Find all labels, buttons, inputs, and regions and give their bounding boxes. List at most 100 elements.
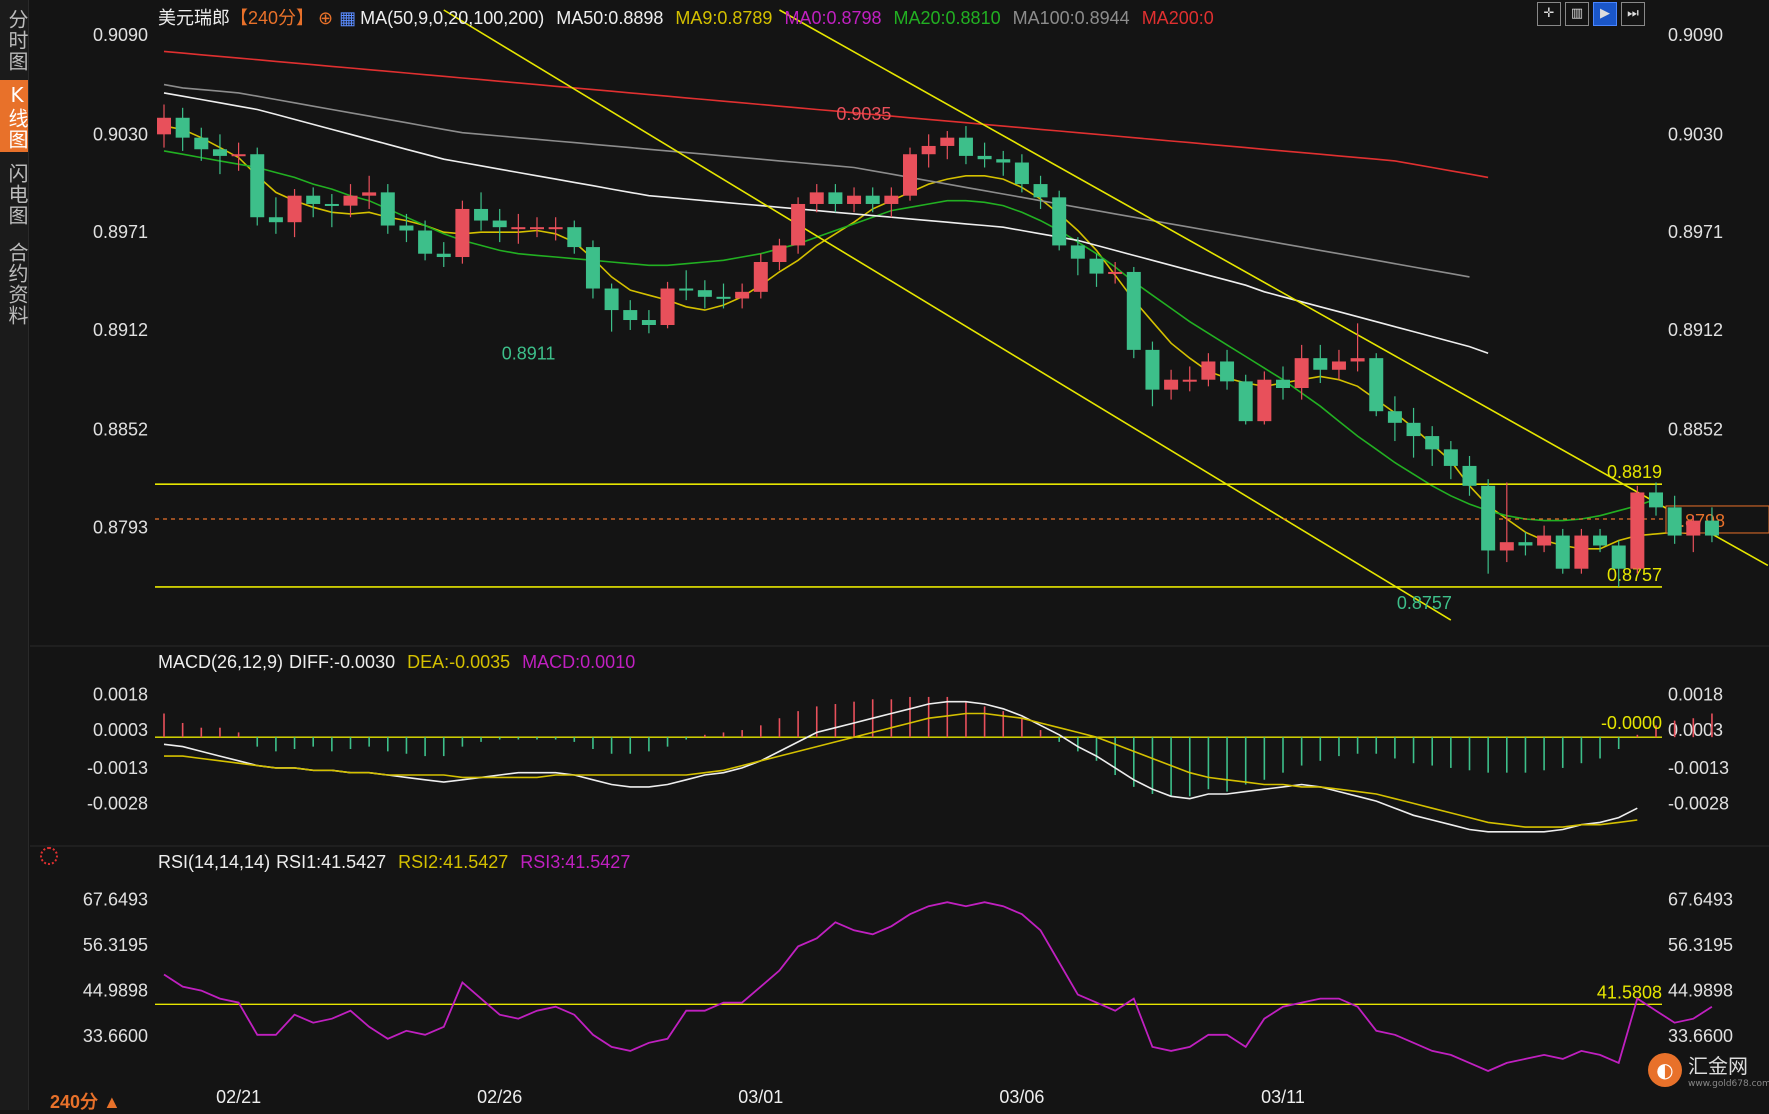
macd-dea: DEA:-0.0035 [407,652,511,672]
ma50-value: MA50:0.8898 [556,8,664,28]
candle-body [1182,379,1197,382]
tab-candlestick[interactable]: K线图 [0,80,29,152]
play-icon[interactable]: ▶ [1593,2,1617,26]
price-axis-tick-left: 0.8793 [93,517,148,537]
price-axis-tick-right: 0.8971 [1668,222,1723,242]
rsi-axis-tick-left: 67.6493 [83,890,148,910]
macd-axis-tick-left: 0.0018 [93,685,148,705]
candle-body [623,310,638,321]
candle-body [194,137,209,150]
current-price-box [1665,505,1769,534]
indicator-icon[interactable]: ▦ [339,8,357,28]
candle-body [660,288,675,325]
crosshair-icon[interactable]: ✛ [1537,2,1561,26]
candle-body [1406,422,1421,437]
candle-body [1704,520,1719,536]
candle-body [492,220,507,228]
rsi-label: RSI(14,14,14) [158,852,271,872]
rsi-axis-tick-right: 67.6493 [1668,890,1733,910]
macd-current-label: -0.0000 [1601,713,1662,733]
x-axis-tick: 03/01 [738,1087,783,1107]
candle-body [1350,358,1365,362]
candle-body [380,192,395,226]
chart-toolbar: ✛ ▥ ▶ ⏭ [1537,2,1645,26]
candle-body [958,137,973,156]
price-axis-tick-left: 0.9090 [93,25,148,45]
candle-body [1294,358,1309,388]
candle-body [828,192,843,204]
candle-body [1574,535,1589,569]
candle-body [604,288,619,311]
rsi-legend: RSI(14,14,14) RSI1:41.5427 RSI2:41.5427 RSI… [158,852,642,873]
candle-body [1425,436,1440,450]
candle-body [884,195,899,204]
candle-body [1481,485,1496,551]
ma-label: MA(50,9,0,20,100,200) [360,8,545,28]
candle-body [996,159,1011,163]
rsi-axis-tick-right: 44.9898 [1668,981,1733,1001]
price-axis-tick-right: 0.9030 [1668,124,1723,144]
period-selector[interactable]: 240分 ▲ [50,1092,121,1112]
candle-body [735,291,750,299]
candle-body [1387,411,1402,423]
candle-body [530,227,544,230]
tab-tick[interactable]: 闪电图 [5,162,29,226]
candle-body [362,192,377,196]
candle-body [1052,197,1067,246]
candle-body [1630,492,1645,569]
candle-body [436,253,451,258]
watermark-name: 汇金网 [1688,1056,1748,1078]
rsi-axis-tick-left: 56.3195 [83,935,148,955]
candle-body [1649,492,1663,508]
candle-body [1593,535,1608,546]
candle-body [679,288,694,291]
forward-icon[interactable]: ⏭ [1621,2,1645,26]
candle-body [418,230,433,254]
candle-body [1331,361,1346,370]
trendline [779,9,1769,567]
bar-chart-icon[interactable]: ▥ [1565,2,1589,26]
candle-body [809,192,824,204]
candle-body [1667,507,1682,536]
macd-axis-tick-left: -0.0028 [87,793,148,813]
price-axis-tick-left: 0.9030 [93,124,148,144]
macd-axis-tick-right: -0.0028 [1668,793,1729,813]
candle-body [1257,379,1272,422]
candle-body [231,154,246,157]
candle-body [1443,449,1458,466]
candle-body [1220,361,1235,382]
ma-line-ma200 [163,50,1489,179]
candle-body [175,117,190,138]
candle-body [847,195,862,204]
ma-line-ma20 [163,150,1657,522]
candle-body [1369,358,1384,412]
candle-body [1611,545,1626,569]
candle-body [343,195,358,206]
macd-axis-tick-right: 0.0003 [1668,720,1723,740]
tab-time-sharing[interactable]: 分时图 [5,8,29,72]
ma9-value: MA9:0.8789 [675,8,773,28]
price-legend: 美元瑞郎【240分】 ⊕ ▦ MA(50,9,0,20,100,200) MA50:0.… [158,4,1226,30]
candle-body [1108,271,1123,274]
rsi1-value: RSI1:41.5427 [276,852,387,872]
crosshair-icon[interactable]: ⊕ [318,8,334,28]
candle-body [940,137,955,146]
rsi-level-label: 41.5808 [1597,982,1662,1002]
rsi-axis-tick-left: 44.9898 [83,981,148,1001]
candle-body [1313,358,1328,370]
rsi3-value: RSI3:41.5427 [520,852,631,872]
candle-body [585,247,600,289]
period-label[interactable]: 【240分】 [230,8,315,28]
rsi-axis-tick-left: 33.6600 [83,1026,148,1046]
candle-body [1462,465,1477,486]
tab-contract-info[interactable]: 合约资料 [5,242,29,326]
annotation-low: 0.8757 [1397,593,1452,613]
candle-body [1537,535,1552,546]
macd-axis-tick-left: 0.0003 [93,720,148,740]
candle-body [791,203,806,246]
ma20-value: MA20:0.8810 [893,8,1001,28]
candle-body [1686,520,1701,536]
settings-icon[interactable] [40,847,58,865]
price-axis-tick-right: 0.8852 [1668,419,1723,439]
